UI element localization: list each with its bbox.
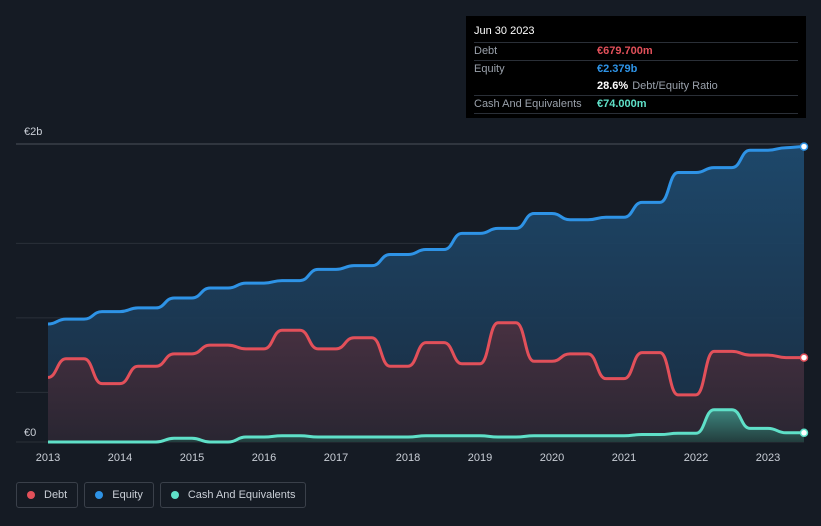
x-tick-label: 2016 (252, 452, 276, 464)
tooltip-date: Jun 30 2023 (474, 24, 798, 43)
tooltip-equity-row: Equity €2.379b (474, 61, 798, 78)
cash-and-equivalents-end-marker (799, 428, 809, 438)
cash-dot-icon (170, 491, 179, 499)
debt-end-marker (799, 353, 809, 362)
equity-dot-icon (95, 491, 104, 499)
tooltip-panel: Jun 30 2023 Debt €679.700m Equity €2.379… (466, 16, 806, 118)
debt-dot-icon (27, 491, 35, 499)
tooltip-debt-row: Debt €679.700m (474, 43, 798, 61)
legend-label-cash: Cash And Equivalents (187, 489, 296, 501)
x-tick-label: 2018 (396, 452, 420, 464)
tooltip-equity-label: Equity (474, 63, 505, 75)
tooltip-debt-label: Debt (474, 45, 498, 57)
legend-item-equity[interactable]: Equity (84, 482, 154, 508)
series-areas (48, 146, 804, 443)
x-tick-label: 2013 (36, 452, 60, 464)
x-tick-label: 2021 (612, 452, 636, 464)
tooltip-ratio-value: 28.6% (597, 80, 629, 92)
y-tick-label: €2b (24, 126, 42, 138)
y-tick-label: €0 (24, 427, 36, 439)
end-markers (799, 142, 809, 438)
legend-label-debt: Debt (44, 489, 68, 501)
legend-item-debt[interactable]: Debt (16, 482, 79, 508)
x-tick-label: 2015 (180, 452, 204, 464)
legend: Debt Equity Cash And Equivalents (16, 482, 307, 508)
tooltip-debt-value: €679.700m (597, 45, 653, 57)
x-tick-label: 2019 (468, 452, 492, 464)
y-axis-labels: €2b €0 (24, 126, 42, 439)
tooltip-cash-row: Cash And Equivalents €74.000m (474, 96, 798, 114)
x-tick-label: 2022 (684, 452, 708, 464)
x-tick-label: 2020 (540, 452, 564, 464)
cash-and-equivalents-area (48, 409, 804, 442)
x-tick-label: 2014 (108, 452, 132, 464)
tooltip-cash-label: Cash And Equivalents (474, 98, 582, 110)
tooltip-ratio-row: 28.6% Debt/Equity Ratio (474, 78, 798, 96)
x-tick-label: 2017 (324, 452, 348, 464)
debt-area (48, 322, 804, 442)
x-axis-labels: 2013 2014 2015 2016 2017 2018 2019 2020 2021 2022… (36, 452, 780, 464)
cash-and-equivalents-line (48, 408, 804, 444)
legend-label-equity: Equity (112, 489, 143, 501)
series-lines (47, 145, 805, 444)
tooltip-cash-value: €74.000m (597, 98, 647, 110)
equity-end-marker (799, 142, 809, 151)
legend-item-cash[interactable]: Cash And Equivalents (159, 482, 307, 508)
x-tick-label: 2023 (756, 452, 780, 464)
tooltip-ratio-label: Debt/Equity Ratio (632, 80, 718, 92)
debt-line (47, 321, 805, 397)
equity-line (47, 145, 805, 326)
tooltip-equity-value: €2.379b (597, 63, 638, 75)
